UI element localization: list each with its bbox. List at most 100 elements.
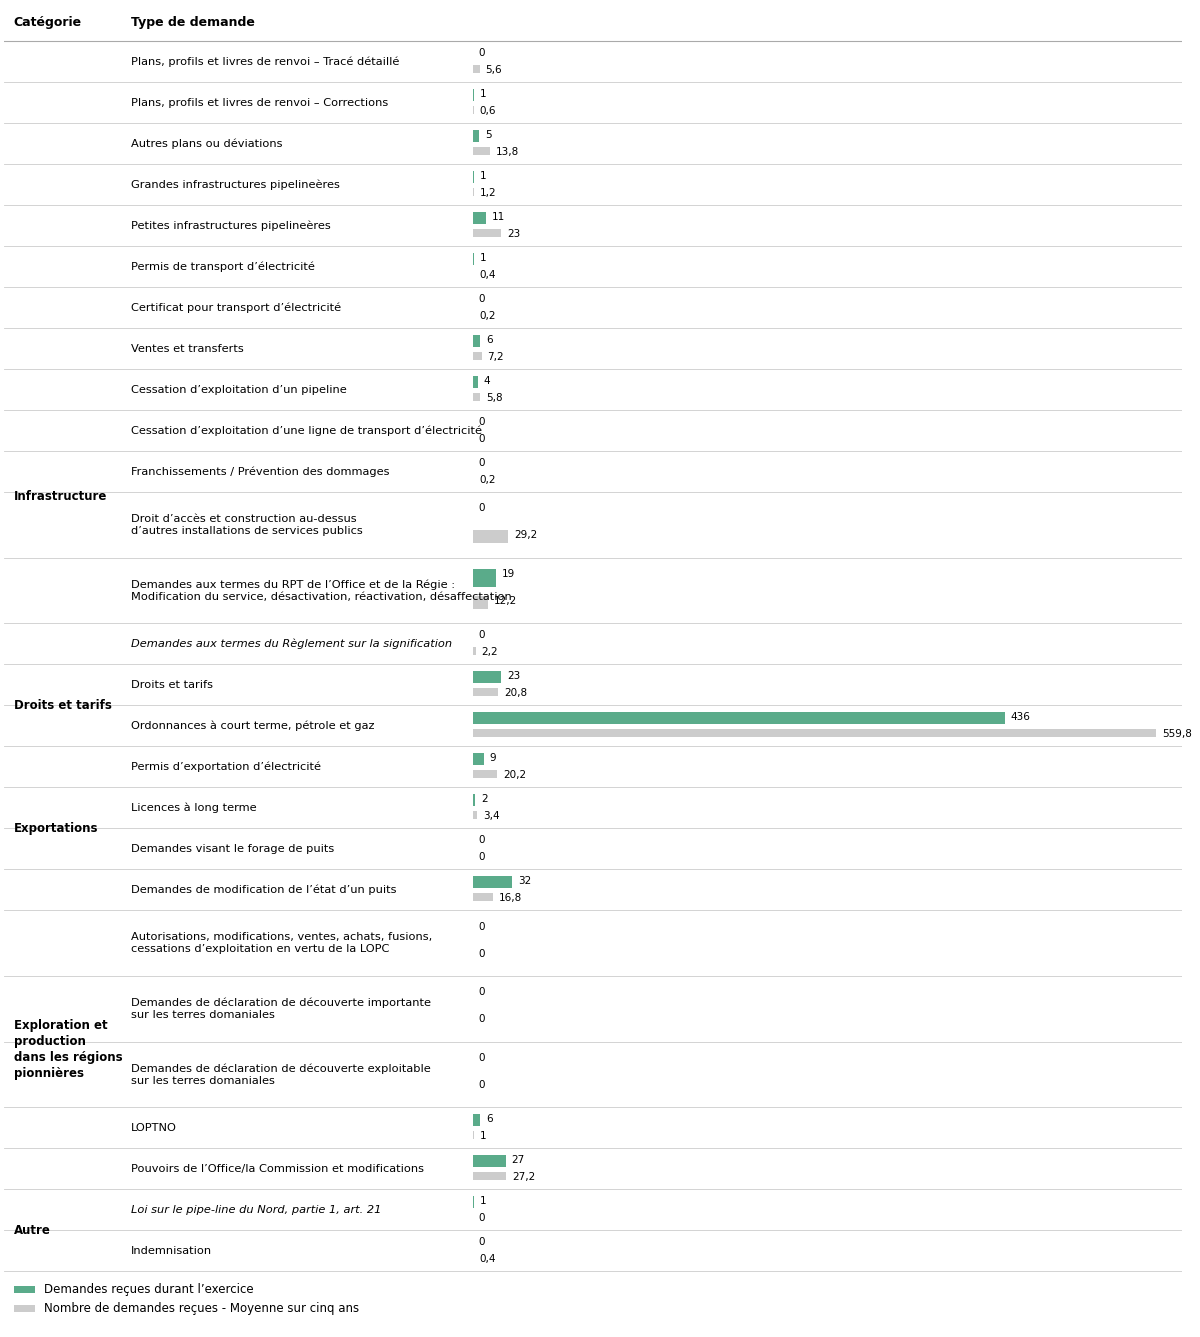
Text: 0: 0 — [479, 1237, 485, 1247]
Text: 20,8: 20,8 — [504, 689, 527, 698]
Text: Droits et tarifs: Droits et tarifs — [131, 681, 214, 690]
Text: Cessation d’exploitation d’une ligne de transport d’électricité: Cessation d’exploitation d’une ligne de … — [131, 425, 482, 436]
Text: 0,4: 0,4 — [479, 270, 496, 279]
Text: Demandes aux termes du Règlement sur la signification: Demandes aux termes du Règlement sur la … — [131, 639, 452, 650]
Bar — [473, 253, 474, 265]
Text: 2: 2 — [481, 794, 488, 805]
Text: Nombre de demandes reçues - Moyenne sur cinq ans: Nombre de demandes reçues - Moyenne sur … — [44, 1302, 359, 1314]
Bar — [473, 794, 475, 806]
Bar — [473, 336, 480, 346]
Bar — [13, 1305, 35, 1312]
Text: 0,6: 0,6 — [480, 106, 496, 116]
Text: 5,6: 5,6 — [486, 66, 502, 75]
Text: 0: 0 — [479, 948, 485, 959]
Text: Demandes reçues durant l’exercice: Demandes reçues durant l’exercice — [44, 1284, 254, 1297]
Bar — [473, 671, 500, 683]
Text: 0: 0 — [479, 435, 485, 444]
Text: 5: 5 — [485, 130, 492, 140]
Text: Indemnisation: Indemnisation — [131, 1246, 212, 1255]
Bar — [473, 877, 512, 888]
Text: 4: 4 — [484, 376, 491, 386]
Text: 0: 0 — [479, 503, 485, 513]
Bar — [473, 352, 481, 360]
Bar — [473, 531, 509, 543]
Bar — [473, 213, 486, 223]
Bar — [473, 1114, 480, 1126]
Bar — [473, 376, 478, 388]
Text: Demandes de déclaration de découverte exploitable
sur les terres domaniales: Demandes de déclaration de découverte ex… — [131, 1063, 431, 1086]
Text: Loi sur le pipe-line du Nord, partie 1, art. 21: Loi sur le pipe-line du Nord, partie 1, … — [131, 1205, 382, 1215]
Text: 0: 0 — [479, 1052, 485, 1063]
Text: 0,4: 0,4 — [479, 1254, 496, 1263]
Text: Licences à long terme: Licences à long terme — [131, 802, 257, 813]
Text: Ordonnances à court terme, pétrole et gaz: Ordonnances à court terme, pétrole et ga… — [131, 721, 374, 731]
Text: Demandes aux termes du RPT de l’Office et de la Régie :
Modification du service,: Demandes aux termes du RPT de l’Office e… — [131, 579, 512, 602]
Text: Exportations: Exportations — [13, 822, 98, 834]
Text: Pouvoirs de l’Office/la Commission et modifications: Pouvoirs de l’Office/la Commission et mo… — [131, 1163, 425, 1174]
Text: 436: 436 — [1010, 713, 1031, 722]
Text: Cessation d’exploitation d’un pipeline: Cessation d’exploitation d’un pipeline — [131, 385, 347, 394]
Bar — [473, 1173, 506, 1181]
Text: Infrastructure: Infrastructure — [13, 489, 107, 503]
Text: 32: 32 — [517, 877, 532, 886]
Text: 7,2: 7,2 — [487, 352, 504, 362]
Text: Autres plans ou déviations: Autres plans ou déviations — [131, 138, 283, 148]
Text: Droit d’accès et construction au-dessus
d’autres installations de services publi: Droit d’accès et construction au-dessus … — [131, 513, 364, 536]
Bar — [473, 147, 490, 155]
Text: 0: 0 — [479, 459, 485, 468]
Text: 16,8: 16,8 — [499, 893, 522, 904]
Bar — [473, 770, 498, 778]
Text: 1: 1 — [480, 90, 486, 99]
Text: Demandes de déclaration de découverte importante
sur les terres domaniales: Demandes de déclaration de découverte im… — [131, 997, 431, 1020]
Text: 559,8: 559,8 — [1162, 729, 1192, 739]
Text: 11: 11 — [492, 213, 505, 222]
Text: 12,2: 12,2 — [493, 596, 517, 606]
Text: 6: 6 — [486, 1114, 493, 1124]
Text: Permis de transport d’électricité: Permis de transport d’électricité — [131, 261, 316, 271]
Text: 0: 0 — [479, 630, 485, 640]
Bar — [473, 189, 474, 197]
Text: 23: 23 — [506, 229, 520, 239]
Text: 0: 0 — [479, 852, 485, 862]
Bar — [473, 596, 487, 608]
Text: 29,2: 29,2 — [515, 531, 538, 540]
Text: 1: 1 — [480, 1131, 486, 1140]
Text: Demandes de modification de l’état d’un puits: Demandes de modification de l’état d’un … — [131, 885, 397, 896]
Text: 6: 6 — [486, 336, 493, 345]
Text: Ventes et transferts: Ventes et transferts — [131, 344, 244, 353]
Bar — [473, 1131, 474, 1139]
Bar — [473, 171, 474, 183]
Bar — [473, 90, 474, 100]
Bar — [473, 1155, 505, 1167]
Bar — [473, 66, 480, 74]
Text: 1: 1 — [480, 253, 486, 263]
Text: 0: 0 — [479, 1015, 485, 1024]
Text: 20,2: 20,2 — [503, 770, 527, 781]
Text: 0: 0 — [479, 1213, 485, 1223]
Text: Autre: Autre — [13, 1223, 50, 1237]
Text: Grandes infrastructures pipelineères: Grandes infrastructures pipelineères — [131, 179, 341, 190]
Text: 27: 27 — [511, 1155, 524, 1166]
Text: Permis d’exportation d’électricité: Permis d’exportation d’électricité — [131, 762, 322, 773]
Text: 27,2: 27,2 — [512, 1173, 535, 1182]
Bar — [473, 130, 479, 142]
Text: LOPTNO: LOPTNO — [131, 1123, 178, 1132]
Text: 0: 0 — [479, 987, 485, 997]
Text: 23: 23 — [506, 671, 520, 682]
Text: Plans, profils et livres de renvoi – Corrections: Plans, profils et livres de renvoi – Cor… — [131, 98, 389, 107]
Bar — [473, 229, 500, 237]
Text: 2,2: 2,2 — [481, 647, 498, 658]
Text: 3,4: 3,4 — [482, 812, 499, 821]
Bar — [473, 893, 493, 901]
Text: 5,8: 5,8 — [486, 393, 503, 402]
Text: 0: 0 — [479, 1080, 485, 1090]
Text: 0,2: 0,2 — [479, 312, 496, 321]
Bar — [13, 1286, 35, 1293]
Bar — [473, 729, 1156, 738]
Bar — [473, 570, 496, 587]
Text: 0: 0 — [479, 836, 485, 845]
Bar — [473, 753, 484, 765]
Text: 9: 9 — [490, 753, 497, 763]
Text: 0: 0 — [479, 417, 485, 427]
Text: Autorisations, modifications, ventes, achats, fusions,
cessations d’exploitation: Autorisations, modifications, ventes, ac… — [131, 932, 432, 955]
